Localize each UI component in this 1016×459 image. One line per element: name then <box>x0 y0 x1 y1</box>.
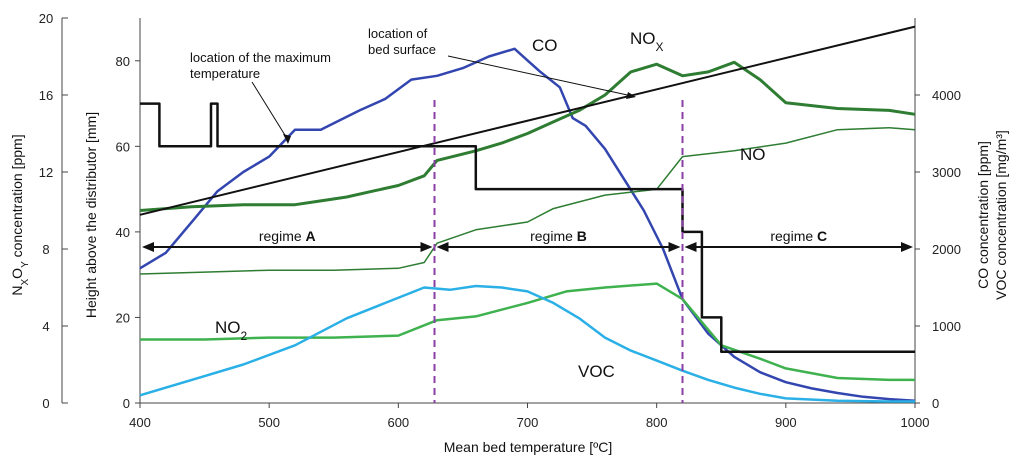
no-label: NO <box>740 145 766 164</box>
series-location-of-bed-surface <box>139 25 916 216</box>
regime-arrow-head-left <box>436 242 449 252</box>
x-tick-label: 500 <box>258 415 280 430</box>
x-axis-title: Mean bed temperature [ºC] <box>444 439 613 455</box>
right-tick-label: 0 <box>932 396 939 411</box>
regime-arrow-head-right <box>901 242 913 252</box>
regime-label: regime B <box>530 228 587 244</box>
right-tick-label: 3000 <box>932 165 961 180</box>
left-outer-tick-label: 12 <box>39 165 53 180</box>
left-outer-tick-label: 4 <box>42 319 49 334</box>
nox-label: NOX <box>630 29 664 54</box>
regime-arrow-head-right <box>668 242 681 252</box>
x-tick-label: 900 <box>775 415 797 430</box>
series-layer <box>139 25 916 403</box>
series-no <box>139 126 916 275</box>
svg-text:temperature: temperature <box>190 66 260 81</box>
left-inner-tick-label: 0 <box>123 396 130 411</box>
left-outer-tick-label: 8 <box>42 242 49 257</box>
series-co <box>139 47 916 402</box>
annotation-bed-surface: location of bed surface <box>368 26 636 99</box>
left-inner-tick-label: 80 <box>116 54 130 69</box>
x-tick-label: 1000 <box>901 415 930 430</box>
regime-arrow-head-left <box>684 242 697 252</box>
regime-label: regime A <box>259 228 316 244</box>
right-tick-label: 1000 <box>932 319 961 334</box>
regime-arrow-head-left <box>142 242 154 252</box>
left-outer-tick-label: 20 <box>39 11 53 26</box>
x-tick-label: 800 <box>646 415 668 430</box>
x-tick-label: 700 <box>517 415 539 430</box>
regime-arrow-head-right <box>420 242 433 252</box>
left-inner-tick-label: 20 <box>116 310 130 325</box>
svg-text:location of the maximum: location of the maximum <box>190 50 331 65</box>
right-tick-label: 2000 <box>932 242 961 257</box>
overlay-layer: regime A regime B regime C <box>142 100 913 403</box>
no2-label: NO2 <box>215 318 248 343</box>
series-nox <box>139 60 916 212</box>
series-location-of-the-maximum-temperature <box>140 102 915 353</box>
right-tick-label: 4000 <box>932 88 961 103</box>
series-voc <box>139 284 915 403</box>
left-outer-tick-label: 0 <box>42 396 49 411</box>
annotation-max-temp: location of the maximum temperature <box>190 50 331 144</box>
right-axis-title-2: VOC concentration [mg/m³] <box>993 130 1009 300</box>
co-label: CO <box>532 36 558 55</box>
svg-text:bed surface: bed surface <box>368 42 436 57</box>
left-inner-tick-label: 60 <box>116 139 130 154</box>
x-tick-label: 400 <box>129 415 151 430</box>
left-outer-tick-label: 16 <box>39 88 53 103</box>
svg-text:location of: location of <box>368 26 428 41</box>
x-tick-label: 600 <box>387 415 409 430</box>
right-axis-title-1: CO concentration [ppm] <box>975 141 991 289</box>
left-outer-axis-title: NXOY concentration [ppm] <box>9 134 31 295</box>
axes: 400 500 600 700 800 900 1000048121620020406080… <box>39 11 961 430</box>
left-inner-tick-label: 40 <box>116 225 130 240</box>
series-no2 <box>140 282 915 382</box>
regime-label: regime C <box>770 228 827 244</box>
voc-label: VOC <box>578 362 615 381</box>
left-inner-axis-title: Height above the distributor [mm] <box>83 112 99 318</box>
